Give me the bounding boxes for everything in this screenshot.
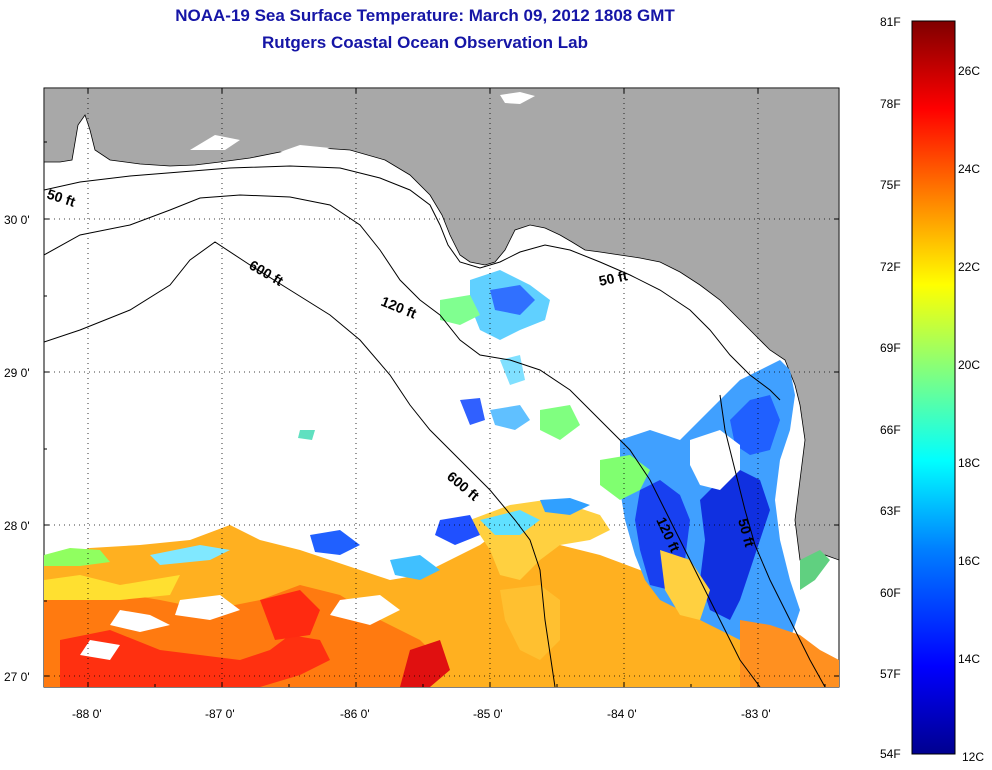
lon-label: -83 0' xyxy=(741,707,771,721)
inlet-shape xyxy=(500,92,535,104)
colorbar-label: 20C xyxy=(958,358,980,372)
lon-label: -84 0' xyxy=(607,707,637,721)
colorbar-label: 54F xyxy=(880,747,901,761)
colorbar-label: 81F xyxy=(880,15,901,29)
colorbar-label: 22C xyxy=(958,260,980,274)
axis-ticks xyxy=(44,88,839,687)
colorbar-label: 63F xyxy=(880,504,901,518)
lon-label: -86 0' xyxy=(340,707,370,721)
longitude-labels: -88 0' -87 0' -86 0' -85 0' -84 0' -83 0… xyxy=(72,707,771,721)
land-mass xyxy=(44,88,839,576)
colorbar-label: 75F xyxy=(880,178,901,192)
contour-label: 50 ft xyxy=(735,517,758,549)
chart-title: NOAA-19 Sea Surface Temperature: March 0… xyxy=(175,6,675,25)
colorbar-label: 69F xyxy=(880,341,901,355)
colorbar-label: 60F xyxy=(880,586,901,600)
colorbar-label: 18C xyxy=(958,456,980,470)
lon-label: -85 0' xyxy=(473,707,503,721)
chart-subtitle: Rutgers Coastal Ocean Observation Lab xyxy=(262,33,588,52)
colorbar-label: 14C xyxy=(958,652,980,666)
colorbar xyxy=(911,20,956,755)
colorbar-label: 57F xyxy=(880,667,901,681)
lat-label: 29 0' xyxy=(4,366,30,380)
colorbar-label: 78F xyxy=(880,97,901,111)
sst-data xyxy=(44,270,839,687)
bay-shape xyxy=(190,135,240,150)
isobaths xyxy=(44,165,826,687)
colorbar-label: 16C xyxy=(958,554,980,568)
colorbar-label: 12C xyxy=(962,750,984,764)
contour-label: 50 ft xyxy=(597,267,629,289)
colorbar-label: 26C xyxy=(958,64,980,78)
colorbar-f-labels: 81F 78F 75F 72F 69F 66F 63F 60F 57F 54F xyxy=(880,15,901,761)
colorbar-label: 72F xyxy=(880,260,901,274)
lat-label: 28 0' xyxy=(4,519,30,533)
lat-label: 30 0' xyxy=(4,213,30,227)
bay-shape xyxy=(280,145,330,155)
lon-label: -87 0' xyxy=(205,707,235,721)
colorbar-label: 66F xyxy=(880,423,901,437)
colorbar-label: 24C xyxy=(958,162,980,176)
lat-label: 27 0' xyxy=(4,670,30,684)
lon-label: -88 0' xyxy=(72,707,102,721)
latitude-labels: 30 0' 29 0' 28 0' 27 0' xyxy=(4,213,30,684)
colorbar-c-labels: 26C 24C 22C 20C 18C 16C 14C 12C xyxy=(958,64,984,764)
contour-labels: 50 ft 600 ft 120 ft 50 ft 600 ft 120 ft … xyxy=(45,186,758,555)
